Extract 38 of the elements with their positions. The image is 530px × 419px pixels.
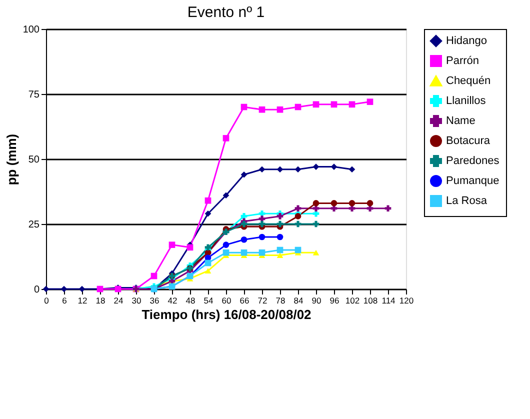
legend-label: Hidango [446,35,487,47]
chart-title: Evento nº 1 [187,4,265,21]
legend-label: Llanillos [446,95,486,107]
x-tick-label: 90 [312,296,322,306]
legend-label: La Rosa [446,195,488,207]
x-tick-label: 78 [276,296,286,306]
legend-label: Chequén [446,75,491,87]
x-tick-label: 120 [399,296,414,306]
y-tick-label: 0 [34,284,40,296]
x-tick-label: 102 [345,296,360,306]
x-tick-label: 96 [330,296,340,306]
x-tick-label: 48 [186,296,196,306]
y-tick-label: 100 [22,24,40,36]
y-axis-title: pp (mm) [4,134,19,186]
y-tick-label: 25 [28,220,40,230]
x-tick-label: 84 [294,296,304,306]
x-tick-label: 30 [132,296,142,306]
x-tick-label: 54 [204,296,214,306]
legend-label: Name [446,115,476,127]
x-tick-label: 66 [240,296,250,306]
x-tick-label: 42 [168,296,178,306]
y-tick-label: 50 [28,154,40,166]
legend-label: Paredones [446,155,500,167]
y-tick-label: 75 [28,90,40,100]
legend-label: Parrón [446,55,480,67]
x-tick-label: 108 [363,296,378,306]
x-tick-label: 24 [114,296,124,306]
x-tick-label: 72 [258,296,268,306]
x-tick-label: 60 [222,296,232,306]
legend-label: Botacura [446,135,491,147]
legend-label: Pumanque [446,175,500,187]
x-tick-label: 114 [382,296,396,306]
x-tick-label: 12 [78,296,88,306]
x-tick-label: 18 [96,296,106,306]
x-tick-label: 6 [62,296,68,306]
x-axis-title: Tiempo (hrs) 16/08-20/08/02 [142,307,312,322]
x-tick-label: 0 [44,296,50,306]
x-tick-label: 36 [150,296,160,306]
